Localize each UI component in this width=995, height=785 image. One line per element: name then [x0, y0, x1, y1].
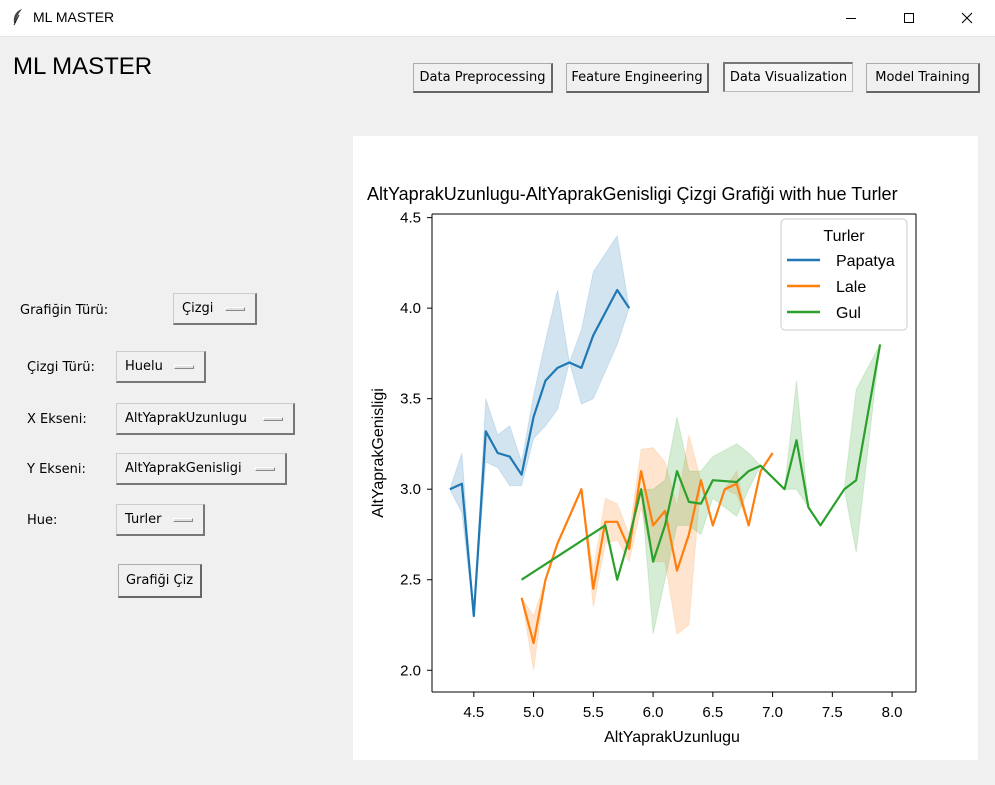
dropdown-indicator-icon: [173, 518, 193, 522]
hue-dropdown[interactable]: Turler: [116, 504, 205, 536]
x-axis-value: AltYaprakUzunlugu: [125, 411, 247, 426]
model-training-button[interactable]: Model Training: [866, 63, 980, 93]
x-tick-label: 5.5: [583, 704, 604, 721]
close-icon: [961, 12, 973, 24]
minimize-icon: [846, 18, 856, 19]
feature-engineering-button[interactable]: Feature Engineering: [566, 63, 709, 93]
x-axis-label: X Ekseni:: [27, 412, 87, 427]
dropdown-indicator-icon: [174, 365, 194, 369]
x-axis-dropdown[interactable]: AltYaprakUzunlugu: [116, 403, 295, 435]
window-titlebar: ML MASTER: [0, 0, 995, 37]
series-line-lale: [520, 452, 774, 645]
ci-band-papatya: [449, 234, 630, 617]
line-chart: AltYaprakUzunlugu-AltYaprakGenisligi Çiz…: [367, 184, 917, 746]
dropdown-indicator-icon: [225, 307, 245, 311]
y-tick-label: 3.5: [400, 391, 421, 408]
x-tick-label: 7.0: [762, 704, 783, 721]
dropdown-indicator-icon: [255, 467, 275, 471]
hue-value: Turler: [125, 512, 162, 527]
chart-type-value: Çizgi: [182, 301, 214, 316]
chart-type-dropdown[interactable]: Çizgi: [173, 293, 257, 325]
legend-title: Turler: [823, 228, 865, 245]
legend-label-gul: Gul: [836, 305, 861, 322]
app-title: ML MASTER: [13, 53, 153, 80]
x-tick-label: 7.5: [822, 704, 843, 721]
y-axis-label: Y Ekseni:: [27, 462, 86, 477]
close-button[interactable]: [938, 0, 995, 36]
y-axis-dropdown[interactable]: AltYaprakGenisligi: [116, 453, 287, 485]
line-type-label: Çizgi Türü:: [27, 360, 95, 375]
y-axis-value: AltYaprakGenisligi: [125, 461, 242, 476]
legend-box: [780, 218, 908, 331]
dropdown-indicator-icon: [263, 417, 283, 421]
minimize-button[interactable]: [822, 0, 880, 36]
legend-label-papatya: Papatya: [836, 253, 895, 270]
legend-label-lale: Lale: [836, 279, 866, 296]
window-title: ML MASTER: [33, 9, 115, 25]
x-tick-label: 5.0: [523, 704, 544, 721]
data-preprocessing-button[interactable]: Data Preprocessing: [413, 63, 553, 93]
draw-chart-button[interactable]: Grafiği Çiz: [118, 564, 202, 598]
x-tick-label: 6.5: [702, 704, 723, 721]
series-line-gul: [521, 344, 882, 581]
y-axis-title: AltYaprakGenisligi: [370, 388, 387, 518]
y-tick-label: 4.0: [400, 300, 421, 317]
y-tick-label: 2.5: [400, 572, 421, 589]
feather-icon: [13, 9, 22, 26]
line-type-dropdown[interactable]: Huelu: [116, 351, 206, 383]
x-axis-title: AltYaprakUzunlugu: [604, 729, 740, 746]
hue-label: Hue:: [27, 513, 58, 528]
x-tick-label: 8.0: [882, 704, 903, 721]
ci-band-gul: [521, 344, 881, 635]
y-tick-label: 4.5: [400, 210, 421, 227]
series-line-papatya: [449, 288, 631, 618]
y-tick-label: 2.0: [400, 662, 421, 679]
x-tick-label: 4.5: [463, 704, 484, 721]
chart-title: AltYaprakUzunlugu-AltYaprakGenisligi Çiz…: [367, 184, 898, 204]
plot-panel: AltYaprakUzunlugu-AltYaprakGenisligi Çiz…: [353, 136, 978, 760]
chart-type-label: Grafiğin Türü:: [20, 303, 109, 318]
x-tick-label: 6.0: [643, 704, 664, 721]
data-visualization-button[interactable]: Data Visualization: [723, 62, 853, 92]
maximize-button[interactable]: [880, 0, 938, 36]
maximize-icon: [904, 13, 914, 23]
y-tick-label: 3.0: [400, 481, 421, 498]
line-type-value: Huelu: [125, 359, 163, 374]
